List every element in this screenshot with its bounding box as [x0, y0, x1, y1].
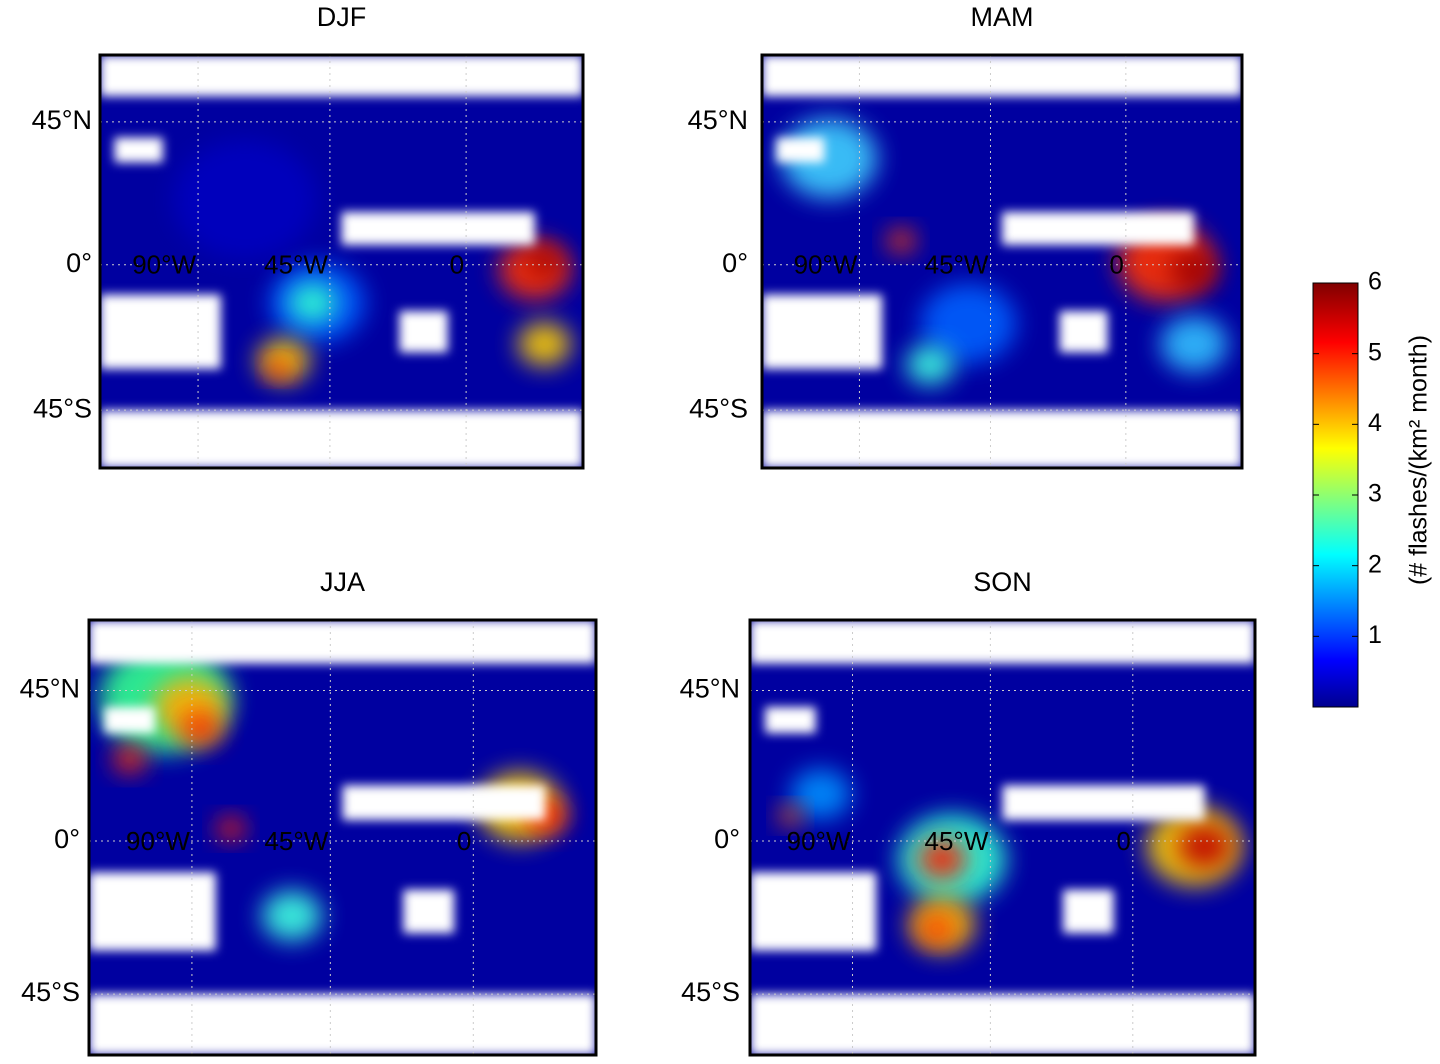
hotspot — [917, 839, 966, 880]
colorbar-label: (# flashes/(km² month) — [1405, 335, 1433, 585]
map-panel: JJA 45°N 0° 45°S 90°W 45°W 0 — [20, 567, 598, 1057]
map-field — [100, 55, 583, 468]
no-data — [762, 410, 1242, 468]
map-frame — [87, 618, 598, 1057]
latitude-label: 45°S — [21, 977, 80, 1007]
no-data — [1002, 785, 1205, 821]
panel-title: SON — [973, 567, 1032, 597]
longitude-label: 90°W — [132, 250, 196, 280]
map-panel: DJF 45°N 0° 45°S 90°W 45°W 0 — [32, 2, 585, 470]
no-data — [399, 311, 448, 353]
latitude-label: 45°S — [33, 393, 92, 423]
colorbar-tick-label: 4 — [1368, 409, 1382, 437]
map-panel: SON 45°N 0° 45°S 90°W 45°W 0 — [680, 567, 1257, 1057]
hotspot — [517, 322, 571, 367]
latitude-label: 0° — [66, 248, 92, 278]
no-data — [750, 872, 877, 951]
hotspot — [527, 247, 562, 276]
hotspot — [266, 358, 291, 379]
colorbar-tick-label: 6 — [1368, 268, 1382, 296]
no-data — [750, 620, 1255, 664]
no-data — [341, 211, 535, 245]
hotspot — [778, 805, 803, 826]
longitude-label: 0 — [457, 826, 471, 856]
map-panel: MAM 45°N 0° 45°S 90°W 45°W 0 — [688, 2, 1244, 470]
panel-title: JJA — [320, 567, 365, 597]
no-data — [750, 994, 1255, 1055]
latitude-label: 45°N — [680, 674, 740, 704]
longitude-label: 0 — [450, 250, 464, 280]
hotspot — [172, 139, 317, 260]
map-frame — [748, 618, 1257, 1057]
latitude-label: 45°N — [20, 674, 80, 704]
latitude-label: 45°S — [681, 977, 740, 1007]
longitude-label: 90°W — [787, 826, 851, 856]
latitude-label: 0° — [54, 824, 80, 854]
hotspot — [1178, 824, 1231, 869]
colorbar-tick-label: 5 — [1368, 338, 1382, 366]
no-data — [100, 294, 221, 369]
hotspot — [886, 228, 916, 253]
longitude-label: 0 — [1109, 250, 1123, 280]
longitude-label: 45°W — [925, 826, 989, 856]
latitude-label: 0° — [722, 248, 748, 278]
panel-title: MAM — [971, 2, 1034, 32]
hotspot — [790, 769, 851, 819]
latitude-label: 45°N — [32, 105, 92, 135]
hotspot — [1170, 249, 1218, 290]
no-data — [1059, 311, 1108, 353]
colorbar-tick-label: 3 — [1368, 480, 1382, 508]
no-data — [104, 707, 155, 734]
longitude-label: 45°W — [264, 250, 328, 280]
map-field — [89, 620, 596, 1055]
no-data — [762, 55, 1242, 97]
longitude-label: 45°W — [264, 826, 328, 856]
latitude-label: 0° — [714, 824, 740, 854]
longitude-label: 45°W — [925, 250, 989, 280]
colorbar-tick-label: 2 — [1368, 550, 1382, 578]
no-data — [114, 137, 163, 163]
no-data — [89, 994, 596, 1055]
no-data — [776, 137, 825, 163]
no-data — [1002, 211, 1194, 245]
latitude-label: 45°S — [689, 393, 748, 423]
no-data — [89, 620, 596, 664]
hotspot — [906, 344, 954, 385]
latitude-label: 45°N — [688, 105, 748, 135]
map-frame — [98, 53, 585, 470]
hotspot — [288, 282, 337, 323]
map-field — [750, 620, 1255, 1055]
hotspot — [261, 890, 322, 941]
hotspot — [920, 283, 1017, 364]
no-data — [100, 410, 583, 468]
hotspot — [112, 745, 147, 774]
no-data — [762, 294, 882, 369]
panel-title: DJF — [317, 2, 367, 32]
map-field — [762, 55, 1242, 468]
map-frame — [760, 53, 1244, 470]
no-data — [765, 707, 816, 734]
no-data — [1063, 889, 1114, 934]
longitude-label: 90°W — [126, 826, 190, 856]
no-data — [89, 872, 216, 951]
no-data — [100, 55, 583, 97]
colorbar-tick-label: 1 — [1368, 621, 1382, 649]
hotspot — [920, 914, 954, 943]
colorbar — [1312, 282, 1359, 708]
hotspot — [216, 816, 246, 841]
hotspot — [178, 710, 223, 747]
longitude-label: 0 — [1116, 826, 1130, 856]
no-data — [403, 889, 455, 934]
hotspot — [1160, 316, 1228, 373]
longitude-label: 90°W — [794, 250, 858, 280]
no-data — [342, 785, 546, 821]
